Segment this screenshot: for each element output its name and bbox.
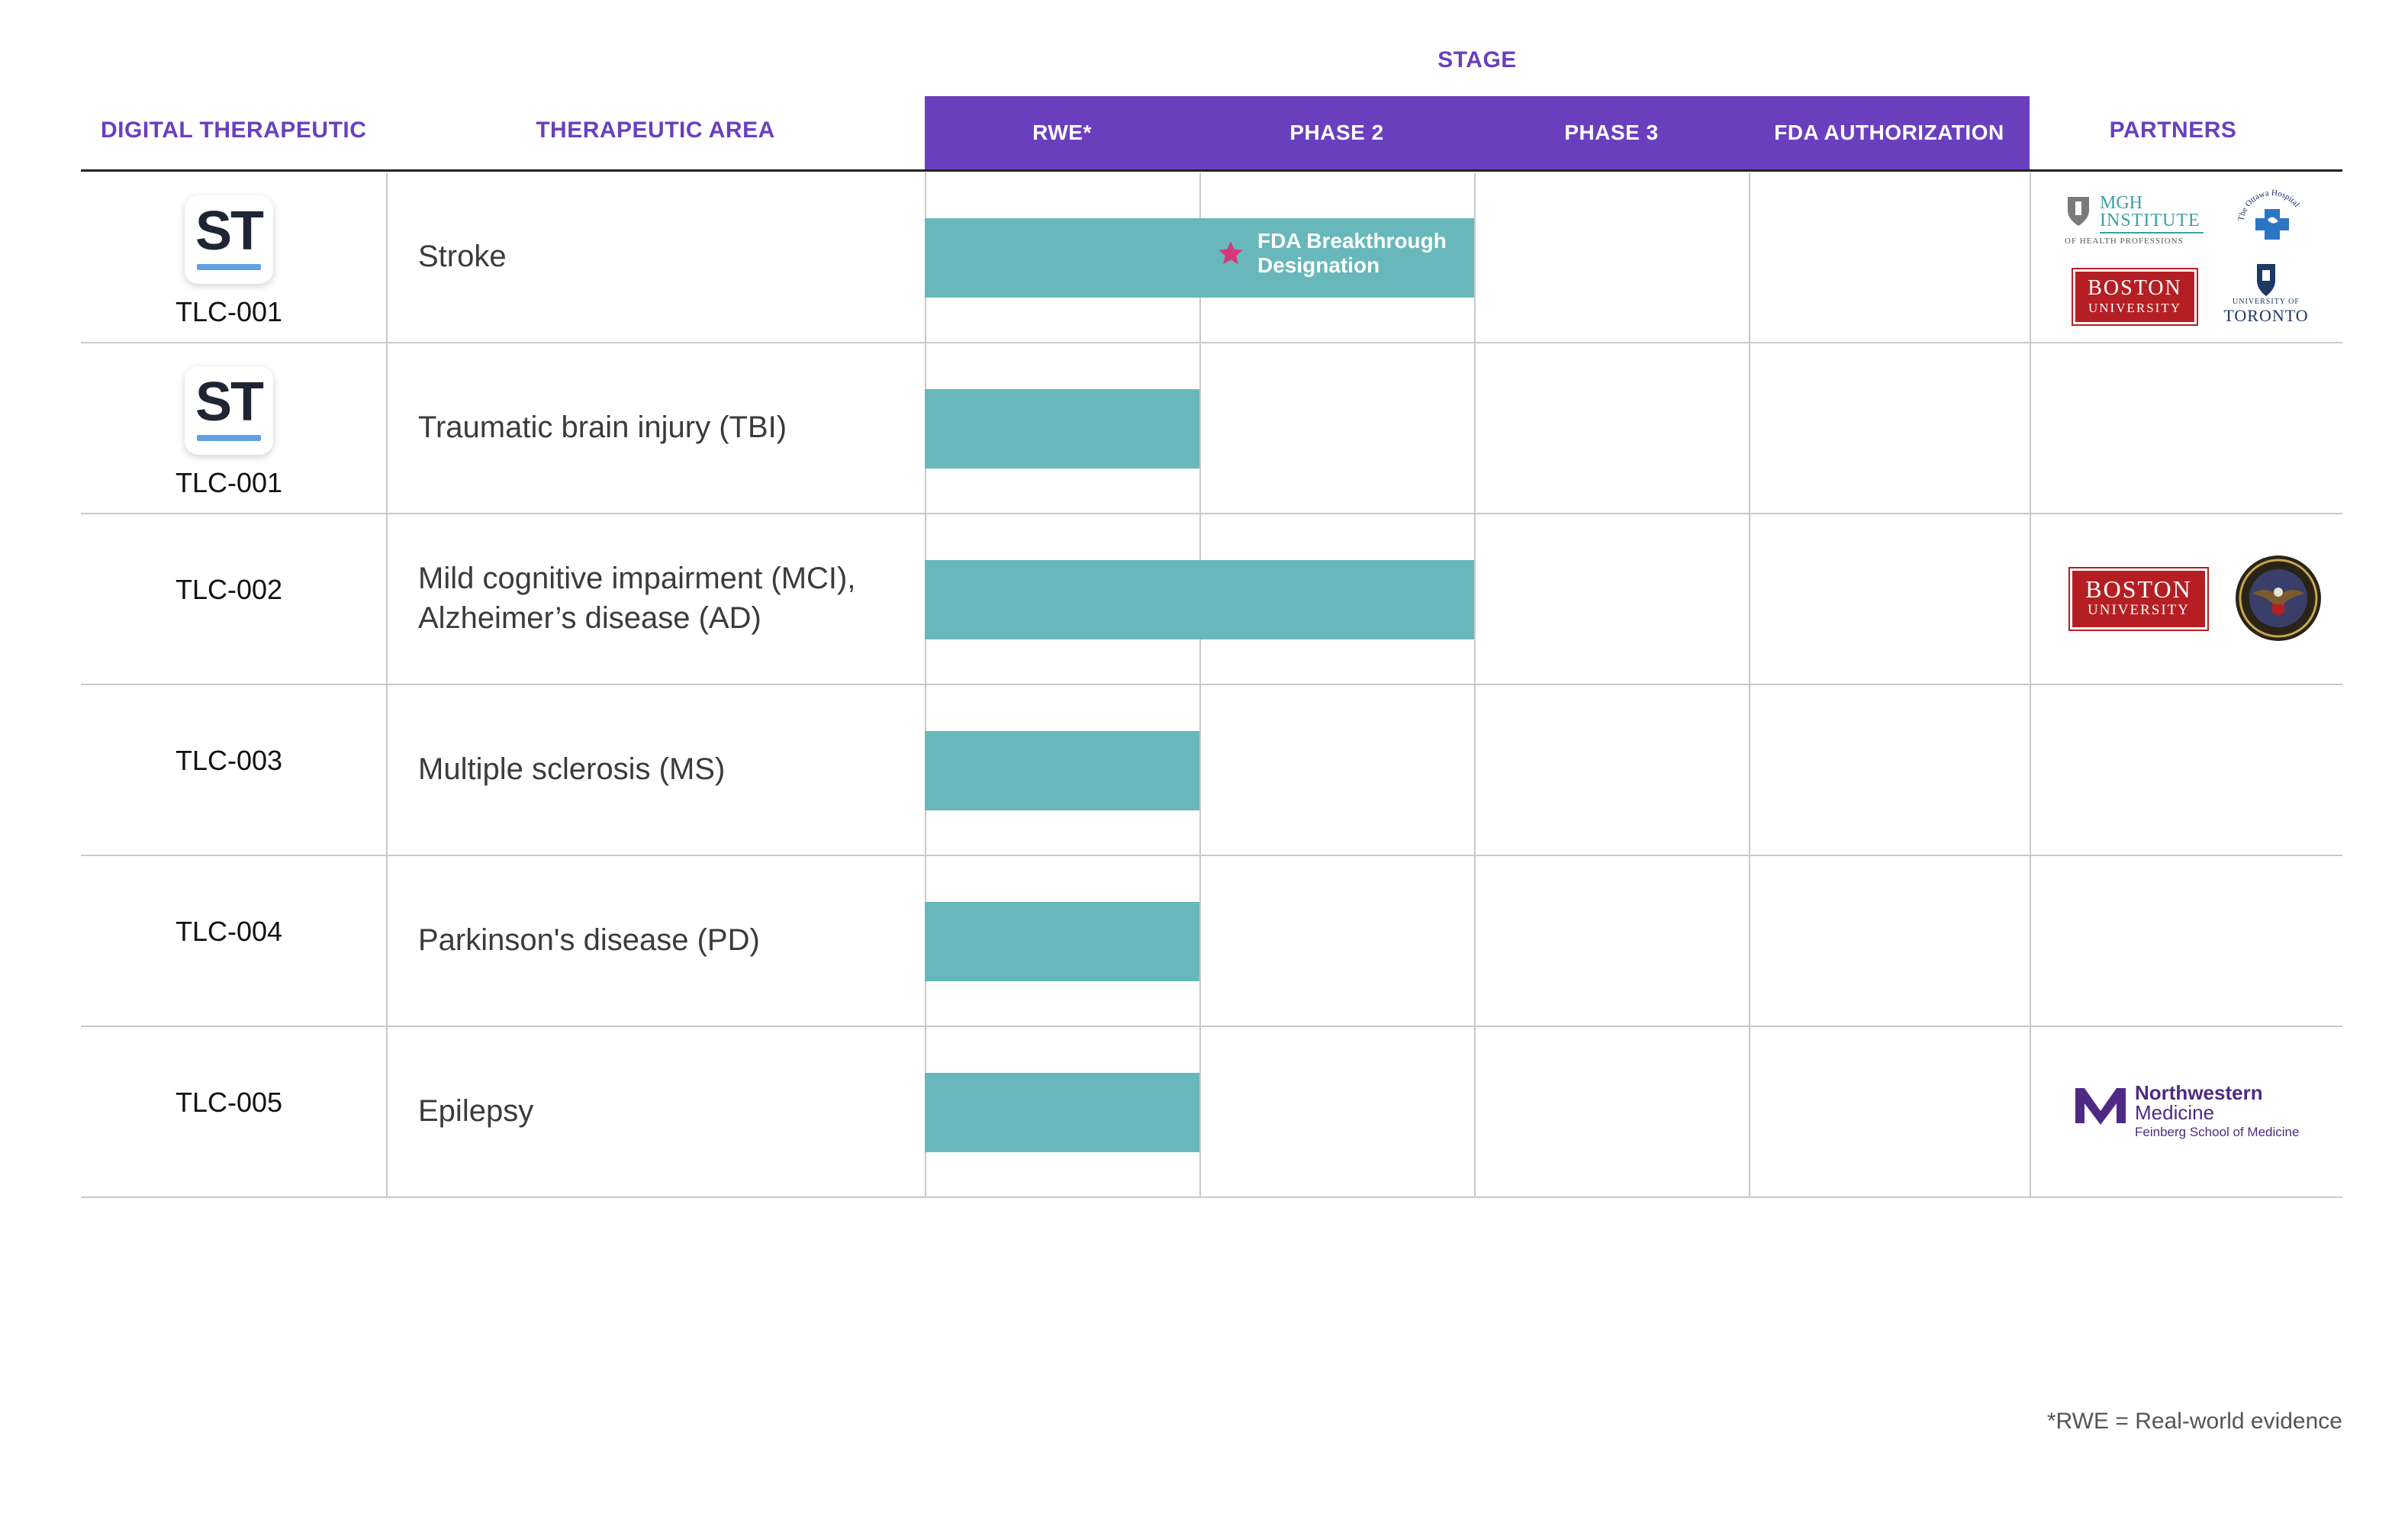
therapeutic-id: TLC-003 — [175, 745, 283, 776]
toronto-line1: UNIVERSITY OF — [2233, 298, 2300, 306]
toronto-line2: TORONTO — [2223, 306, 2309, 325]
progress-bar — [925, 1073, 1199, 1152]
northwestern-medicine-logo: Northwestern Medicine Feinberg School of… — [2074, 1080, 2318, 1142]
northwestern-n-icon — [2075, 1088, 2126, 1125]
mgh-institute-logo: MGH INSTITUTE OF HEALTH PROFESSIONS — [2065, 194, 2207, 249]
ottawa-hospital-icon: The Ottawa Hospital — [2236, 188, 2301, 240]
row-divider — [81, 855, 2342, 856]
therapeutic-area-line: Mild cognitive impairment (MCI), — [418, 562, 856, 595]
header-partners: PARTNERS — [2109, 118, 2237, 143]
northwestern-line3: Feinberg School of Medicine — [2135, 1125, 2300, 1139]
therapeutic-area: Epilepsy — [418, 1091, 533, 1131]
therapeutic-area: Parkinson's disease (PD) — [418, 920, 760, 960]
therapeutic-id: TLC-004 — [175, 916, 283, 947]
mgh-line1: MGH — [2100, 193, 2143, 213]
therapeutic-area: Stroke — [418, 237, 507, 276]
stage-header-1: PHASE 2 — [1289, 121, 1384, 144]
column-divider — [925, 172, 926, 1198]
university-of-toronto-logo: UNIVERSITY OF TORONTO — [2213, 259, 2319, 330]
header-rule — [81, 169, 2342, 172]
column-divider — [1749, 172, 1750, 1198]
stage-header-0: RWE* — [1032, 121, 1092, 144]
row-divider — [81, 684, 2342, 685]
column-divider — [2030, 172, 2031, 1198]
ottawa-hospital-logo: The Ottawa Hospital — [2234, 186, 2310, 256]
star-icon — [1218, 241, 1243, 265]
therapeutic-id: TLC-001 — [175, 296, 283, 327]
northwestern-line1: Northwestern — [2135, 1081, 2263, 1104]
column-divider — [386, 172, 388, 1198]
mgh-line3: OF HEALTH PROFESSIONS — [2065, 237, 2184, 246]
therapeutic-id: TLC-001 — [175, 467, 283, 498]
progress-bar — [925, 902, 1199, 981]
fda-annotation: FDA Breakthrough Designation — [1216, 229, 1447, 278]
therapeutic-area-line: Parkinson's disease (PD) — [418, 923, 760, 957]
annotation-line2: Designation — [1257, 253, 1380, 277]
northwestern-line2: Medicine — [2135, 1101, 2215, 1124]
veterans-affairs-seal-icon — [2236, 556, 2321, 641]
toronto-crest-icon — [2257, 264, 2275, 296]
stage-header-2: PHASE 3 — [1564, 121, 1659, 144]
st-logo-text: ST — [195, 201, 264, 262]
column-divider — [1199, 172, 1201, 1198]
row-divider — [81, 513, 2342, 514]
progress-bar — [925, 389, 1199, 469]
progress-bar — [925, 218, 1474, 298]
stage-header-3: FDA AUTHORIZATION — [1774, 121, 2004, 144]
st-app-logo: ST — [185, 195, 273, 284]
therapeutic-area-line: Traumatic brain injury (TBI) — [418, 411, 787, 444]
stage-header-band — [925, 96, 2030, 169]
mgh-crest-icon — [2068, 197, 2089, 226]
footnote: *RWE = Real-world evidence — [2046, 1409, 2342, 1434]
therapeutic-area: Mild cognitive impairment (MCI), Alzheime… — [418, 559, 855, 638]
row-divider — [81, 1196, 2342, 1198]
stage-label: STAGE — [1437, 47, 1517, 72]
header-therapeutic-area: THERAPEUTIC AREA — [536, 118, 775, 143]
therapeutic-area-line: Epilepsy — [418, 1094, 534, 1128]
mgh-line2: INSTITUTE — [2100, 211, 2200, 230]
header-digital-therapeutic: DIGITAL THERAPEUTIC — [101, 118, 367, 143]
st-app-logo: ST — [185, 366, 273, 455]
therapeutic-id: TLC-002 — [175, 574, 283, 605]
row-divider — [81, 1026, 2342, 1027]
therapeutic-id: TLC-005 — [175, 1087, 283, 1118]
therapeutic-area-line: Multiple sclerosis (MS) — [418, 752, 726, 786]
therapeutic-area-line: Alzheimer’s disease (AD) — [418, 601, 761, 635]
therapeutic-area: Multiple sclerosis (MS) — [418, 749, 725, 789]
progress-bar — [925, 731, 1199, 810]
progress-bar — [925, 560, 1474, 639]
boston-university-logo: BOSTON UNIVERSITY — [2072, 268, 2198, 326]
annotation-line1: FDA Breakthrough — [1257, 229, 1447, 253]
boston-university-logo-2: BOSTON UNIVERSITY — [2068, 567, 2209, 631]
st-logo-text: ST — [195, 372, 264, 433]
therapeutic-area: Traumatic brain injury (TBI) — [418, 407, 787, 447]
column-divider — [1474, 172, 1476, 1198]
therapeutic-area-line: Stroke — [418, 240, 507, 273]
row-divider — [81, 342, 2342, 343]
